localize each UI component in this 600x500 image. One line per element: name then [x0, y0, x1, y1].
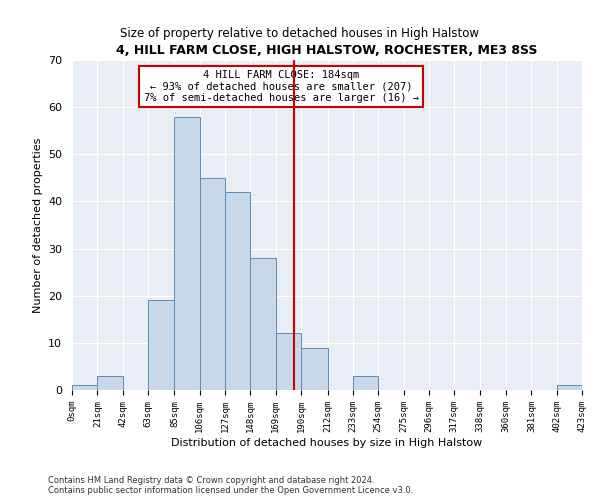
Bar [225, 192, 250, 390]
Bar [148, 300, 175, 390]
Bar [97, 376, 122, 390]
Bar [301, 348, 328, 390]
Bar [353, 376, 378, 390]
Text: Size of property relative to detached houses in High Halstow: Size of property relative to detached ho… [121, 28, 479, 40]
Bar [175, 116, 200, 390]
X-axis label: Distribution of detached houses by size in High Halstow: Distribution of detached houses by size … [172, 438, 482, 448]
Bar [557, 386, 582, 390]
Bar [276, 334, 301, 390]
Title: 4, HILL FARM CLOSE, HIGH HALSTOW, ROCHESTER, ME3 8SS: 4, HILL FARM CLOSE, HIGH HALSTOW, ROCHES… [116, 44, 538, 58]
Bar [250, 258, 276, 390]
Bar [200, 178, 225, 390]
Text: Contains HM Land Registry data © Crown copyright and database right 2024.
Contai: Contains HM Land Registry data © Crown c… [48, 476, 413, 495]
Y-axis label: Number of detached properties: Number of detached properties [32, 138, 43, 312]
Text: 4 HILL FARM CLOSE: 184sqm
← 93% of detached houses are smaller (207)
7% of semi-: 4 HILL FARM CLOSE: 184sqm ← 93% of detac… [143, 70, 419, 103]
Bar [72, 386, 97, 390]
